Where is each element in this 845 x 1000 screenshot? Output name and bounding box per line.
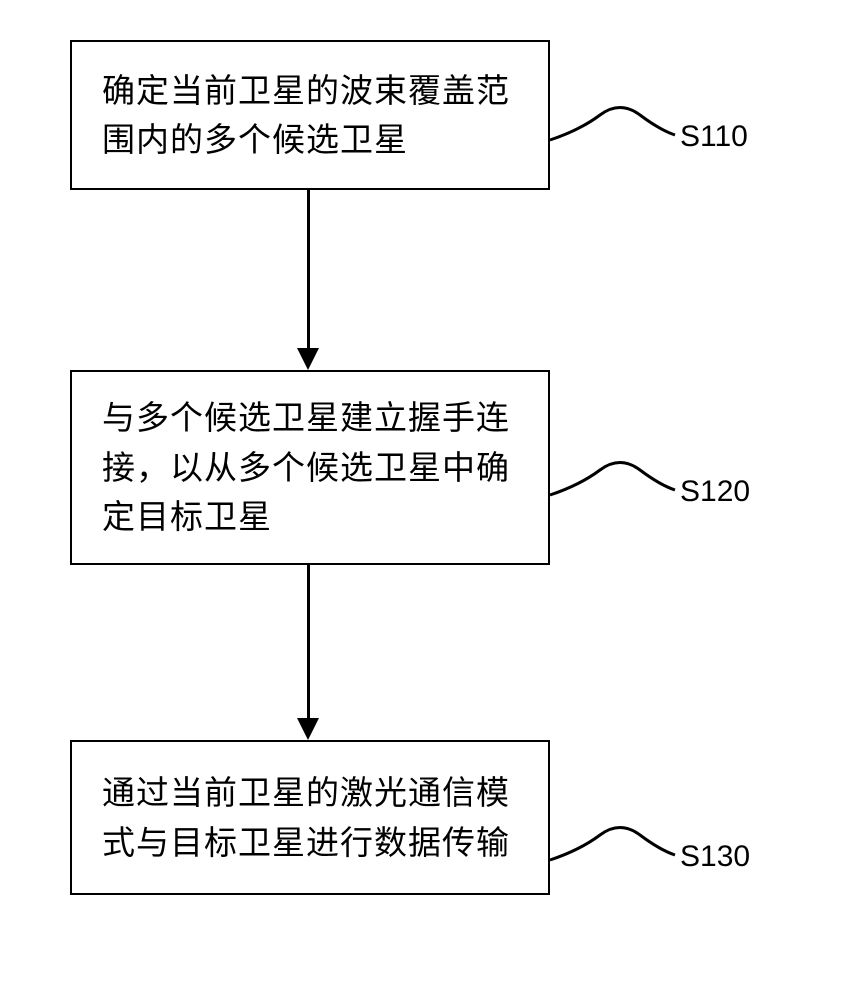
node-1-label: S110: [680, 120, 748, 154]
flowchart-container: 确定当前卫星的波束覆盖范围内的多个候选卫星 S110 与多个候选卫星建立握手连接…: [0, 0, 845, 1000]
node-1-text: 确定当前卫星的波束覆盖范围内的多个候选卫星: [102, 66, 518, 165]
node-3-text: 通过当前卫星的激光通信模式与目标卫星进行数据传输: [102, 768, 518, 867]
flowchart-node-3: 通过当前卫星的激光通信模式与目标卫星进行数据传输: [70, 740, 550, 895]
flowchart-node-1: 确定当前卫星的波束覆盖范围内的多个候选卫星: [70, 40, 550, 190]
node-2-label: S120: [680, 475, 750, 509]
flowchart-node-2: 与多个候选卫星建立握手连接，以从多个候选卫星中确定目标卫星: [70, 370, 550, 565]
node-3-label: S130: [680, 840, 750, 874]
node-2-text: 与多个候选卫星建立握手连接，以从多个候选卫星中确定目标卫星: [102, 393, 518, 542]
